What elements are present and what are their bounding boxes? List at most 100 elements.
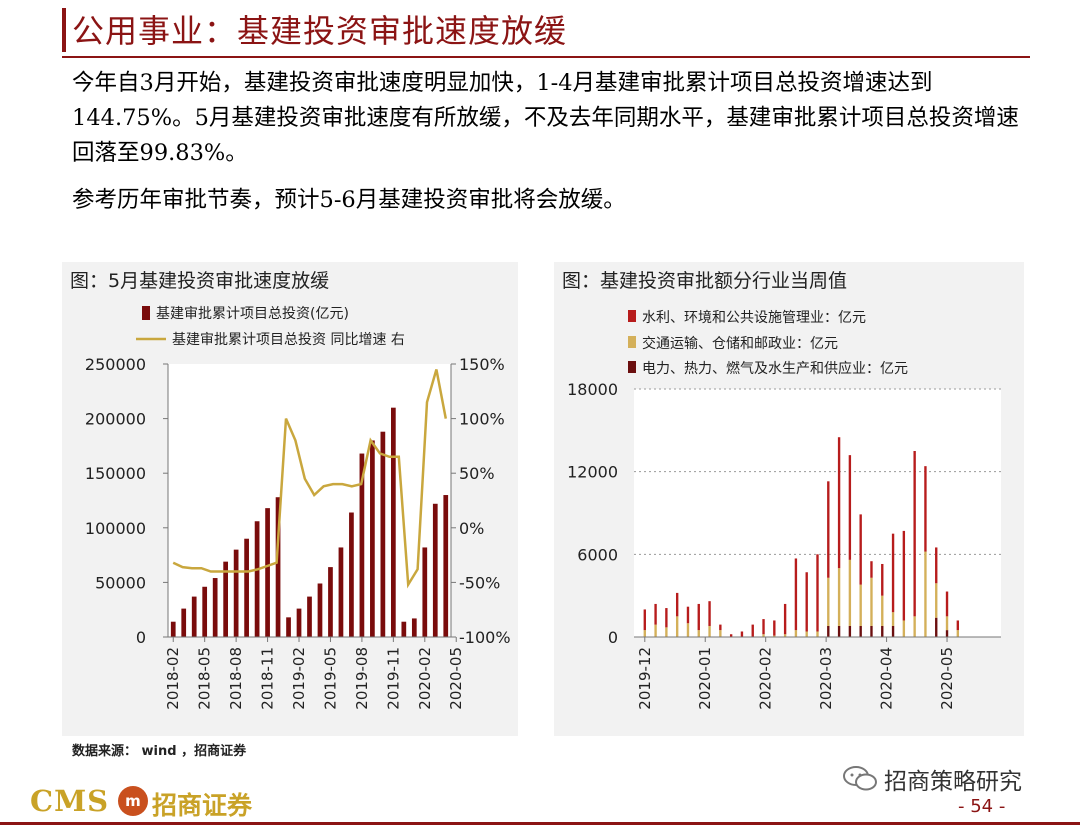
water-segment [827, 481, 830, 578]
water-segment [740, 631, 744, 637]
y-left-tick-label: 50000 [95, 573, 146, 592]
water-segment [924, 466, 927, 552]
transport-segment [913, 616, 916, 637]
transport-segment [665, 627, 668, 637]
y-right-tick-label: 50% [459, 464, 495, 483]
cumulative-investment-bar [181, 608, 187, 637]
y-left-tick-label: 0 [136, 628, 146, 647]
x-tick-label: 2019-11 [384, 647, 402, 710]
transport-segment [805, 631, 808, 637]
cumulative-investment-bar [296, 608, 302, 637]
plot-area-left [168, 364, 451, 637]
y-tick-label: 0 [608, 628, 618, 647]
power-segment [945, 630, 949, 637]
x-tick-label: 2018-11 [259, 647, 277, 710]
cumulative-investment-bar [390, 407, 396, 637]
legend-swatch-water [628, 310, 636, 322]
cumulative-investment-bar [223, 561, 229, 637]
transport-segment [935, 583, 938, 618]
chart-title-right: 图：基建投资审批额分行业当周值 [562, 270, 848, 292]
transport-segment [794, 630, 798, 637]
water-segment [945, 591, 949, 617]
y-left-tick-label: 250000 [85, 355, 146, 374]
water-segment [881, 563, 884, 596]
x-tick-label: 2020-04 [878, 647, 896, 710]
footer-divider [0, 822, 1080, 825]
water-segment [816, 554, 819, 632]
company-name: 招商证券 [152, 791, 253, 820]
transport-segment [719, 630, 722, 637]
cumulative-investment-bar [233, 549, 239, 637]
x-tick-label: 2018-08 [227, 647, 245, 710]
transport-segment [956, 630, 960, 637]
legend-label-water: 水利、环境和公共设施管理业：亿元 [642, 310, 866, 326]
title-divider [62, 56, 1030, 58]
cumulative-investment-bar [349, 512, 354, 637]
legend-swatch-transport [628, 336, 636, 348]
cumulative-investment-bar [170, 621, 176, 637]
transport-segment [762, 634, 765, 637]
water-segment [956, 620, 960, 631]
water-segment [719, 624, 722, 631]
x-tick-label: 2020-01 [696, 647, 714, 710]
y-right-tick-label: 0% [459, 519, 484, 538]
chart-panel-left: 图：5月基建投资审批速度放缓 基建审批累计项目总投资(亿元) 基建审批累计项目总… [62, 262, 518, 736]
cumulative-investment-bar [328, 567, 333, 637]
power-segment [870, 625, 873, 637]
power-segment [848, 625, 852, 637]
transport-segment [697, 630, 700, 637]
wechat-icon [843, 766, 877, 791]
y-left-tick-label: 200000 [85, 410, 146, 429]
transport-segment [859, 584, 862, 626]
chart-panel-right: 图：基建投资审批额分行业当周值 水利、环境和公共设施管理业：亿元 交通运输、仓储… [554, 262, 1024, 736]
water-segment [783, 603, 787, 635]
transport-segment [924, 551, 927, 637]
y-right-tick-label: 100% [459, 410, 505, 429]
cumulative-investment-chart: 基建审批累计项目总投资(亿元) 基建审批累计项目总投资 同比增速 右 0 5000… [85, 305, 511, 710]
transport-segment [816, 631, 819, 637]
transport-segment [848, 559, 852, 626]
x-tick-label: 2019-02 [290, 647, 308, 710]
transport-segment [675, 616, 679, 637]
water-segment [708, 601, 711, 626]
x-tick-label: 2018-05 [196, 647, 214, 710]
transport-segment [708, 625, 711, 637]
cumulative-investment-bar [443, 495, 449, 637]
water-segment [675, 592, 679, 617]
water-segment [654, 603, 657, 625]
y-tick-label: 18000 [567, 380, 618, 399]
y-left-tick-label: 150000 [85, 464, 146, 483]
water-segment [697, 603, 700, 631]
wechat-account-name: 招商策略研究 [884, 769, 1022, 795]
transport-segment [870, 577, 873, 626]
legend-line-label: 基建审批累计项目总投资 同比增速 右 [172, 331, 405, 348]
water-segment [686, 606, 690, 624]
cumulative-investment-bar [370, 440, 375, 637]
cumulative-investment-bar [307, 596, 312, 637]
legend-label-transport: 交通运输、仓储和邮政业：亿元 [642, 335, 838, 352]
water-segment [891, 533, 895, 613]
water-segment [773, 620, 776, 636]
weekly-approval-by-industry-chart: 水利、环境和公共设施管理业：亿元 交通运输、仓储和邮政业：亿元 电力、热力、燃气… [567, 310, 1001, 710]
legend-label-power: 电力、热力、燃气及水生产和供应业：亿元 [642, 360, 908, 377]
cms-logo: CMS [30, 784, 110, 818]
water-segment [859, 514, 862, 585]
water-segment [751, 624, 754, 637]
transport-segment [891, 612, 895, 626]
transport-segment [783, 634, 787, 637]
transport-segment [654, 624, 657, 637]
water-segment [870, 561, 873, 578]
cumulative-investment-bar [212, 578, 218, 637]
transport-segment [902, 620, 906, 637]
water-segment [643, 609, 646, 631]
page-title: 公用事业：基建投资审批速度放缓 [72, 12, 568, 50]
power-segment [881, 625, 884, 637]
chart-title-left: 图：5月基建投资审批速度放缓 [70, 270, 330, 292]
transport-segment [837, 568, 841, 626]
power-segment [935, 617, 938, 637]
y-right-tick-label: 150% [459, 355, 505, 374]
y-tick-label: 6000 [577, 545, 618, 564]
x-tick-label: 2020-05 [447, 647, 465, 710]
power-segment [891, 625, 895, 637]
cumulative-investment-bar [380, 431, 386, 637]
